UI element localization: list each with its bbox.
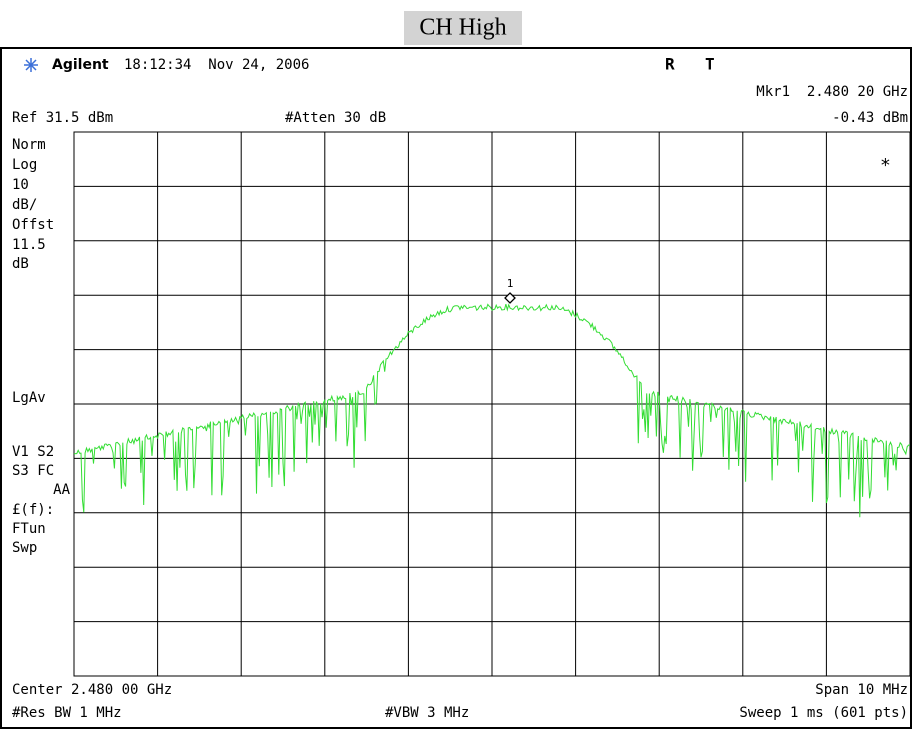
panel-label: Swp — [12, 540, 37, 556]
center-freq: Center 2.480 00 GHz — [12, 682, 172, 698]
panel-label: Offst — [12, 217, 54, 233]
graticule — [73, 131, 911, 677]
marker-freq: Mkr1 2.480 20 GHz — [756, 84, 908, 100]
timestamp: 18:12:34 Nov 24, 2006 — [124, 57, 309, 73]
span: Span 10 MHz — [815, 682, 908, 698]
title: CH High — [419, 15, 506, 41]
panel-label: dB/ — [12, 197, 37, 213]
panel-label: 11.5 — [12, 237, 46, 253]
ref-level: Ref 31.5 dBm — [12, 110, 113, 126]
trace — [73, 303, 911, 518]
rbw: #Res BW 1 MHz — [12, 705, 122, 721]
panel-label: 10 — [12, 177, 29, 193]
marker-id: 1 — [507, 277, 514, 290]
frame — [0, 47, 912, 729]
panel-label: S3 FC — [12, 463, 54, 479]
vbw: #VBW 3 MHz — [385, 705, 469, 721]
brand: Agilent — [52, 57, 109, 73]
panel-label: £(f): — [12, 502, 54, 518]
status-t: T — [705, 55, 715, 74]
panel-label: LgAv — [12, 390, 46, 406]
left-panel: Norm Log 10 dB/Offst 11.5 dB LgAv V1 S2 S3 FC AA £… — [12, 137, 71, 556]
title-box — [404, 11, 522, 45]
marker-star: * — [880, 155, 891, 176]
panel-label: V1 S2 — [12, 444, 54, 460]
panel-label: AA — [53, 482, 70, 498]
marker-diamond — [504, 292, 516, 304]
marker-level: -0.43 dBm — [832, 110, 908, 126]
sweep: Sweep 1 ms (601 pts) — [739, 705, 908, 721]
panel-label: Norm — [12, 137, 46, 153]
agilent-logo — [24, 58, 38, 72]
panel-label: Log — [12, 157, 37, 173]
panel-label: dB — [12, 256, 29, 272]
status-r: R — [665, 55, 675, 74]
panel-label: FTun — [12, 521, 46, 537]
attenuation: #Atten 30 dB — [285, 110, 386, 126]
